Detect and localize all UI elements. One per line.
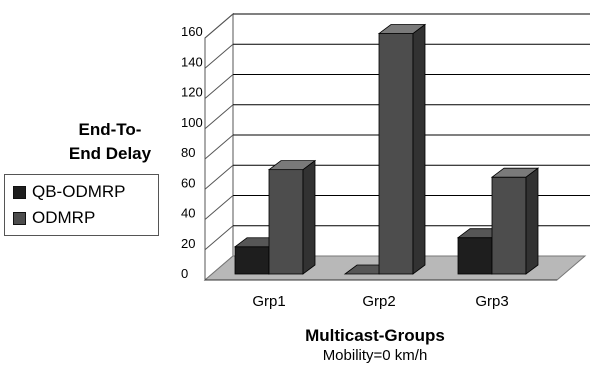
y-tick-label-0: 0 [181,266,188,281]
gridline-side-60 [204,164,234,190]
bar-odmrp-grp2 [377,23,427,275]
gridline-side-120 [204,74,234,99]
x-axis-title: Multicast-Groups [305,326,445,345]
y-tick-labels: 0 20 40 60 80 100 120 140 160 [181,24,203,281]
y-axis-label-line-1: End-To- [78,120,142,139]
legend-item-qb-odmrp: QB-ODMRP [13,180,126,204]
gridline-side-160 [204,13,234,39]
bar-front [234,246,270,275]
gridline-side-140 [204,43,234,69]
gridline-side-80 [204,134,234,160]
legend: QB-ODMRP ODMRP [4,174,159,236]
bar-side [412,23,426,275]
x-tick-label-grp2: Grp2 [362,293,395,310]
gridline-side-20 [204,225,234,251]
bar-odmrp-grp3 [490,167,540,275]
legend-swatch-odmrp [13,211,26,225]
y-tick-label-100: 100 [181,115,203,130]
legend-swatch-qb-odmrp [13,185,26,199]
bar-side [302,159,316,275]
y-axis-label-line-2: End Delay [68,144,152,163]
legend-label-qb-odmrp: QB-ODMRP [32,182,126,201]
y-tick-label-120: 120 [181,85,203,100]
x-tick-label-grp3: Grp3 [475,293,508,310]
bar-front [268,169,304,275]
y-tick-label-140: 140 [181,54,203,69]
bars [233,23,540,275]
x-tick-labels: Grp1 Grp2 Grp3 [252,293,508,310]
gridline-side-100 [204,104,234,130]
bar-side [525,167,539,275]
bar-front [491,176,527,275]
gridline-side-40 [204,195,234,220]
y-tick-label-40: 40 [181,206,195,221]
y-tick-label-20: 20 [181,236,195,251]
bar-front [457,237,493,275]
bar-front [378,33,414,275]
x-tick-label-grp1: Grp1 [252,293,285,310]
legend-label-odmrp: ODMRP [32,208,96,227]
y-tick-label-80: 80 [181,145,195,160]
y-axis-label: End-To- End Delay [62,118,158,166]
legend-item-odmrp: ODMRP [13,206,95,230]
x-axis-subtitle: Mobility=0 km/h [322,347,428,364]
bar-odmrp-grp1 [267,159,317,275]
y-tick-label-160: 160 [181,24,203,39]
y-tick-label-60: 60 [181,175,195,190]
